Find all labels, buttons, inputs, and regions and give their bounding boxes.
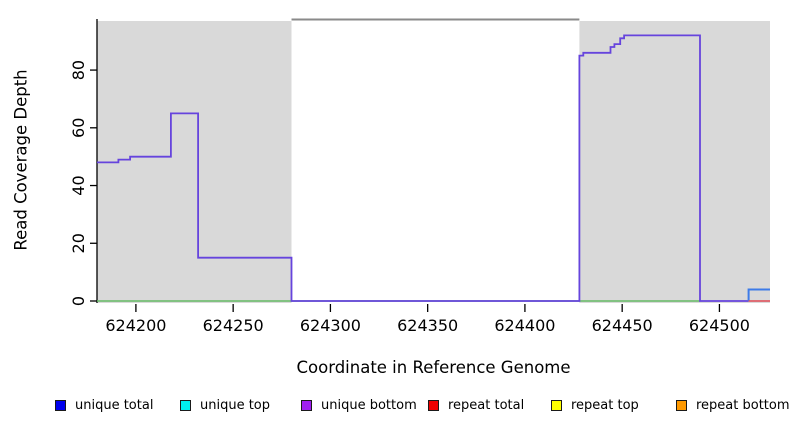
x-tick-label: 624500 (689, 316, 750, 335)
legend-label: repeat bottom (696, 397, 790, 413)
legend-swatch-unique-top (180, 399, 191, 411)
y-tick-label: 20 (69, 233, 88, 253)
legend-item-unique-total: unique total (55, 394, 153, 416)
y-tick-label: 80 (69, 60, 88, 80)
legend-swatch-repeat-total (428, 399, 439, 411)
x-axis-title: Coordinate in Reference Genome (296, 358, 571, 377)
legend-item-unique-bottom: unique bottom (301, 394, 417, 416)
repeat-region-right (579, 21, 770, 303)
x-tick-label: 624350 (397, 316, 458, 335)
repeat-region-left (97, 21, 292, 303)
y-tick-label: 40 (69, 175, 88, 195)
y-tick-label: 60 (69, 118, 88, 138)
x-tick-label: 624250 (203, 316, 264, 335)
legend: unique total unique top unique bottom repea… (0, 394, 792, 418)
y-tick-label: 0 (69, 296, 88, 306)
unique-total-end-step-line (747, 288, 770, 301)
legend-label: unique bottom (321, 397, 417, 413)
legend-item-repeat-bottom: repeat bottom (676, 394, 790, 416)
x-tick-label: 624300 (300, 316, 361, 335)
legend-swatch-unique-bottom (301, 399, 312, 411)
legend-swatch-repeat-bottom (676, 399, 687, 411)
legend-item-unique-top: unique top (180, 394, 270, 416)
unique-bottom-coverage-line (97, 34, 749, 302)
legend-label: unique total (75, 397, 154, 413)
legend-item-repeat-total: repeat total (428, 394, 524, 416)
legend-swatch-repeat-top (551, 399, 562, 411)
legend-label: repeat total (448, 397, 525, 413)
legend-label: repeat top (571, 397, 639, 413)
y-axis-title: Read Coverage Depth (11, 69, 31, 251)
legend-item-repeat-top: repeat top (551, 394, 639, 416)
x-tick-label: 624200 (105, 316, 166, 335)
x-tick-label: 624450 (592, 316, 653, 335)
x-tick-label: 624400 (494, 316, 555, 335)
legend-swatch-unique-total (55, 399, 66, 411)
legend-label: unique top (200, 397, 271, 413)
